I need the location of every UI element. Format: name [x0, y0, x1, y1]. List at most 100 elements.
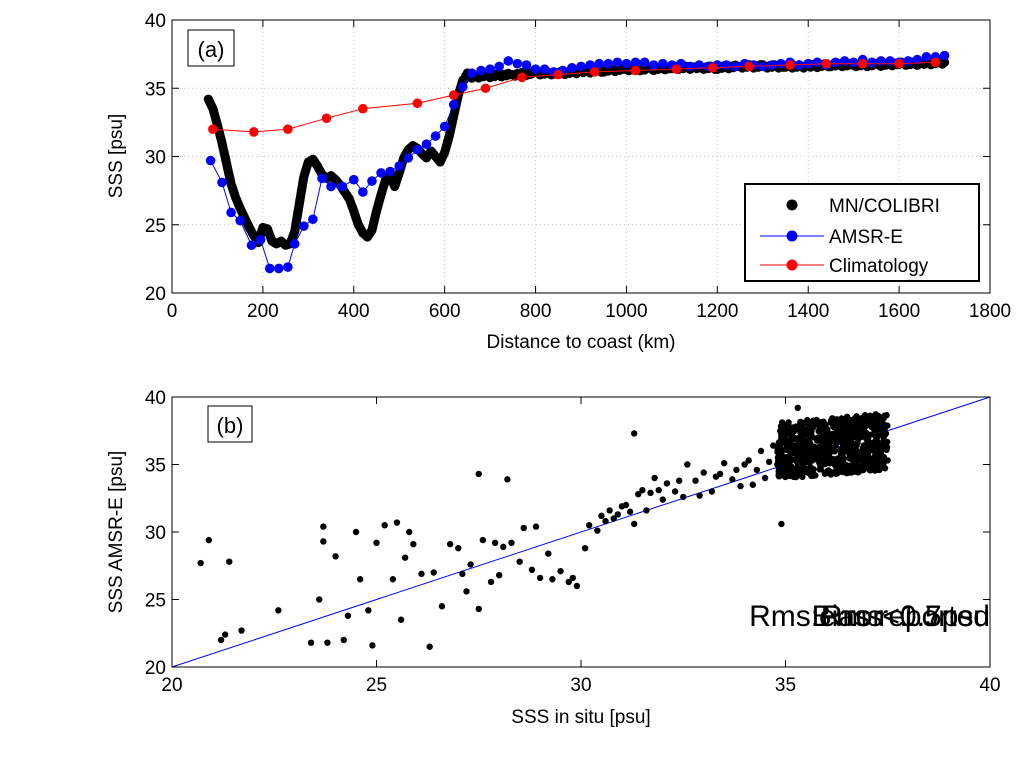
b-scatter-point [365, 607, 372, 614]
b-scatter-point [680, 493, 687, 501]
b-scatter-point [787, 427, 794, 434]
b-scatter-point [585, 522, 593, 529]
point-amsr-e [421, 139, 432, 150]
a-legend: MN/COLIBRI AMSR-E Climatology [744, 183, 980, 282]
b-scatter-point [880, 434, 887, 441]
b-scatter-point [866, 412, 874, 419]
point-amsr-e [205, 155, 216, 166]
b-scatter-point [557, 567, 564, 575]
b-ytick-label-20: 20 [145, 658, 166, 679]
point-amsr-e [289, 239, 300, 249]
legend-marker-amsr-e [786, 230, 798, 242]
point-amsr-e [439, 121, 450, 132]
b-scatter-point [794, 404, 801, 411]
b-scatter-point [848, 431, 856, 439]
point-climatology [321, 113, 332, 124]
b-scatter-point [397, 616, 405, 623]
b-scatter-point [467, 561, 474, 568]
b-scatter-point [491, 539, 499, 546]
point-amsr-e [648, 60, 659, 70]
b-scatter-point [692, 477, 699, 484]
b-scatter-point [818, 439, 826, 446]
b-scatter-point [834, 420, 841, 427]
point-amsr-e [403, 153, 414, 163]
point-amsr-e [226, 207, 236, 218]
b-scatter-point [307, 639, 315, 646]
b-scatter-point [393, 519, 401, 526]
b-scatter-point [745, 457, 752, 464]
a-x-axis-title: Distance to coast (km) [487, 332, 676, 353]
point-amsr-e [298, 221, 309, 231]
point-amsr-e [358, 187, 368, 197]
a-xtick-label-1600: 1600 [878, 301, 920, 322]
b-tick-layer: 20 25 30 35 40 20 25 30 35 40 [145, 388, 1001, 696]
b-scatter-point [844, 469, 852, 476]
legend-label-amsr-e: AMSR-E [829, 227, 903, 248]
b-scatter-point [865, 417, 873, 425]
b-scatter-point [761, 474, 769, 482]
point-amsr-e [308, 214, 318, 225]
b-scatter-point [858, 416, 865, 423]
b-scatter-point [528, 566, 536, 573]
b-scatter-point [837, 459, 844, 466]
b-scatter-point [356, 576, 364, 583]
b-scatter-point [812, 421, 819, 428]
b-scatter-point [814, 455, 822, 462]
b-scatter-point [651, 474, 658, 482]
b-scatter-point [205, 536, 213, 544]
b-scatter-point [536, 574, 544, 582]
b-scatter-point [630, 430, 638, 437]
point-climatology [412, 98, 423, 109]
b-scatter-point [820, 428, 827, 435]
point-amsr-e [530, 64, 541, 74]
b-scatter-point [700, 469, 707, 476]
b-scatter-point [865, 455, 873, 463]
b-scatter-point [438, 603, 446, 610]
point-amsr-e [539, 64, 550, 74]
b-scatter-point [820, 455, 827, 463]
b-scatter-point [569, 574, 577, 582]
a-y-axis-title: SSS [psu] [106, 114, 127, 199]
a-ytick-label-30: 30 [145, 148, 166, 169]
a-ytick-label-25: 25 [145, 216, 166, 237]
b-scatter-point [860, 458, 867, 465]
b-scatter-point [340, 636, 347, 644]
b-scatter-point [659, 496, 666, 503]
point-amsr-e [885, 56, 895, 66]
point-climatology [630, 65, 641, 76]
point-amsr-e [235, 215, 245, 226]
point-amsr-e [264, 263, 275, 274]
b-scatter-point [878, 457, 885, 464]
b-scatter-point [630, 520, 638, 528]
point-amsr-e [685, 61, 695, 72]
b-scatter-point [877, 419, 884, 426]
a-xtick-label-1000: 1000 [605, 301, 647, 322]
point-climatology [283, 124, 293, 134]
b-scatter-point [881, 413, 888, 420]
b-scatter-point [496, 572, 503, 579]
b-scatter-point [475, 605, 482, 613]
point-climatology [821, 58, 832, 69]
b-scatter-point [884, 457, 891, 464]
b-ytick-label-35: 35 [145, 456, 166, 477]
point-amsr-e [467, 68, 477, 79]
point-amsr-e [576, 61, 586, 72]
b-scatter-point [684, 461, 691, 468]
b-scatter-point [720, 459, 728, 467]
b-scatter-point [770, 442, 777, 449]
b-scatter-point [815, 444, 822, 452]
point-amsr-e [867, 57, 877, 68]
a-xtick-label-200: 200 [247, 301, 279, 322]
b-scatter-point [316, 596, 323, 603]
b-scatter-point [860, 425, 867, 432]
b-scatter-point [749, 481, 756, 488]
b-scatter-point [344, 612, 352, 619]
point-amsr-e [412, 144, 423, 155]
b-scatter-point [852, 416, 859, 423]
b-scatter-point [850, 448, 858, 455]
b-scatter-point [606, 507, 613, 514]
b-scatter-point [778, 472, 786, 479]
b-scatter-point [757, 447, 765, 455]
point-amsr-e [603, 58, 614, 69]
b-scatter-point [581, 545, 589, 552]
